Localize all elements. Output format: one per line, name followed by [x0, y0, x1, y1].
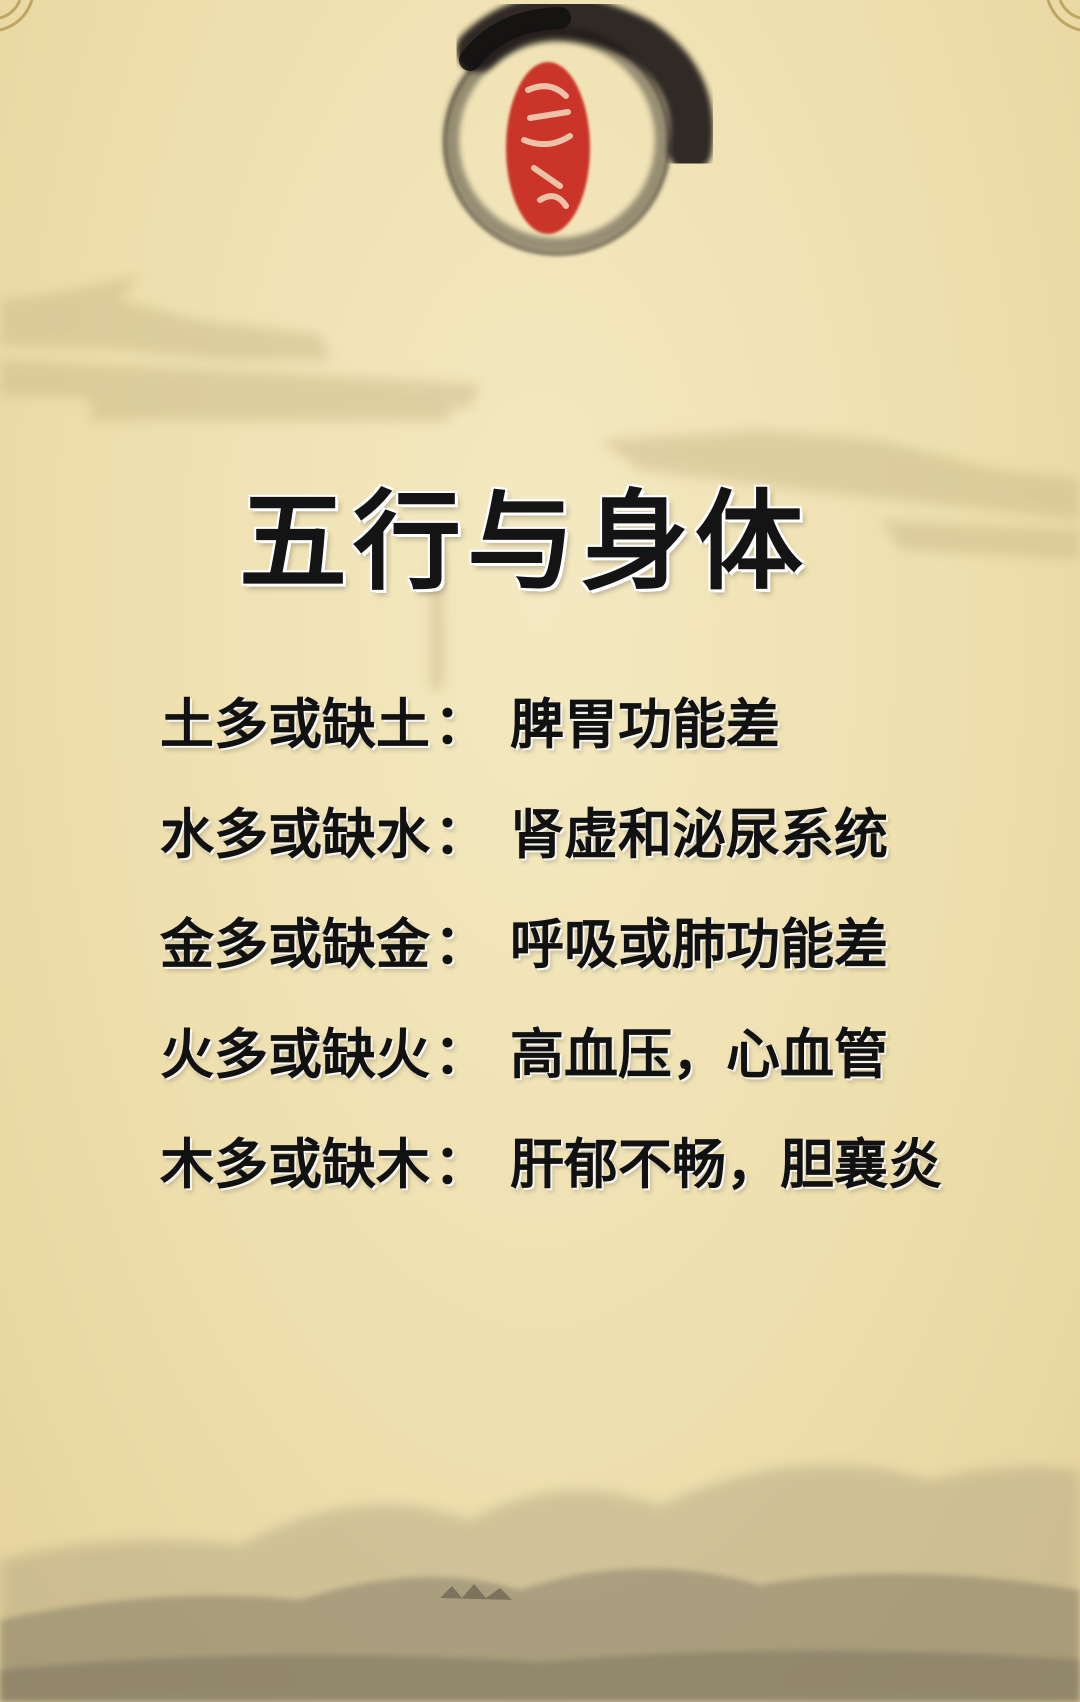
element-description: 肝郁不畅，胆襄炎 — [510, 1131, 942, 1196]
element-description: 脾胃功能差 — [510, 691, 780, 756]
red-seal-icon — [506, 62, 590, 234]
separator: ： — [434, 691, 488, 756]
element-list: 土多或缺土：脾胃功能差 水多或缺水：肾虚和泌尿系统 金多或缺金：呼吸或肺功能差 … — [160, 664, 1040, 1214]
separator: ： — [434, 1131, 488, 1196]
ink-mountains-silhouette — [0, 1464, 1080, 1702]
corner-ornament-icon — [1046, 0, 1080, 32]
element-label: 金多或缺金 — [160, 911, 430, 976]
separator: ： — [434, 911, 488, 976]
corner-ornament-icon — [0, 0, 34, 32]
element-description: 高血压，心血管 — [510, 1021, 888, 1086]
separator: ： — [434, 801, 488, 866]
list-item: 水多或缺水： 肾虚和泌尿系统 — [160, 774, 1040, 884]
list-item: 火多或缺火： 高血压，心血管 — [160, 994, 1040, 1104]
element-label: 火多或缺火 — [160, 1021, 430, 1086]
page-title: 五行与身体 — [238, 479, 809, 605]
element-label: 木多或缺木 — [160, 1131, 430, 1196]
ink-brush-circle-icon — [442, 0, 714, 257]
separator: ： — [434, 1021, 488, 1086]
list-item: 土多或缺土： 脾胃功能差 — [160, 664, 1040, 774]
element-label: 水多或缺水 — [160, 801, 430, 866]
element-description: 肾虚和泌尿系统 — [510, 801, 888, 866]
element-label: 土多或缺土 — [160, 691, 430, 756]
list-item: 木多或缺木： 肝郁不畅，胆襄炎 — [160, 1104, 1040, 1214]
list-item: 金多或缺金： 呼吸或肺功能差 — [160, 884, 1040, 994]
element-description: 呼吸或肺功能差 — [510, 911, 888, 976]
pavilion-roof-silhouette — [0, 275, 1080, 690]
